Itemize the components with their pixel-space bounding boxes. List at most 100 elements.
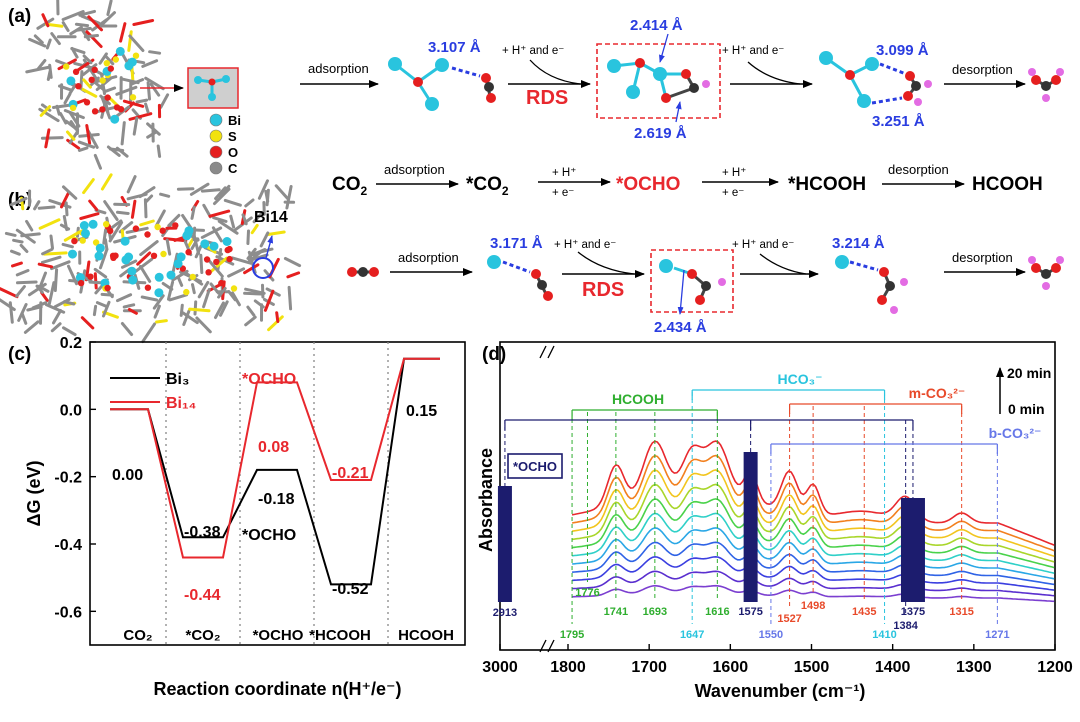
bi3-value-label: 0.15 — [406, 403, 437, 420]
x-tick-label: 1500 — [794, 659, 830, 676]
cluster-bond — [289, 287, 291, 309]
cluster-bond — [18, 282, 37, 283]
bi14-value-label: -0.44 — [184, 587, 221, 604]
cluster-bond — [97, 303, 105, 307]
cluster-atom — [96, 244, 105, 253]
row-b-step1-curve — [578, 252, 634, 274]
cluster-bond — [54, 311, 61, 323]
cluster-bond — [145, 200, 146, 217]
cluster-atom — [75, 83, 81, 89]
cluster-atom — [116, 47, 125, 56]
ocho-group-label: *OCHO — [513, 459, 557, 474]
cluster-bond — [84, 180, 94, 193]
cluster-bond — [285, 259, 299, 266]
cluster-bond — [52, 34, 60, 44]
cluster-bond — [118, 295, 131, 301]
cluster-atom — [100, 77, 106, 83]
cluster-bond — [202, 190, 219, 191]
peak-label: 2913 — [493, 607, 517, 619]
mech-ocho: *OCHO — [616, 174, 680, 195]
peak-label: 1741 — [604, 606, 628, 618]
x-tick-label: 1300 — [956, 659, 992, 676]
cluster-bond — [106, 88, 115, 91]
state-label: CO₂ — [123, 627, 152, 644]
peak-label: 1527 — [777, 613, 801, 625]
peak-label: 1776 — [575, 587, 599, 599]
cluster-bond — [85, 36, 97, 37]
cluster-atom — [80, 237, 86, 243]
cluster-bond — [248, 231, 249, 244]
legend-atom-s — [210, 130, 222, 142]
cluster-atom — [226, 246, 232, 252]
cluster-bond — [81, 214, 98, 219]
y-axis-label: Absorbance — [476, 448, 496, 552]
bi3-value-label: 0.00 — [112, 467, 143, 484]
cluster-atom — [218, 280, 224, 286]
cluster-bond — [122, 324, 131, 335]
cluster-bond — [156, 211, 164, 226]
cluster-bond — [204, 290, 210, 307]
cluster-atom — [103, 221, 109, 227]
cluster-bond — [65, 94, 70, 103]
cluster-atom — [172, 222, 178, 228]
cluster-bond — [105, 240, 107, 250]
cluster-bond — [118, 212, 129, 213]
cluster-bond — [150, 52, 160, 54]
row-b-reactant-co2 — [347, 267, 379, 277]
mech-star-hcooh: *HCOOH — [788, 174, 866, 195]
legend-label-s: S — [228, 129, 237, 144]
cluster-atom — [66, 76, 75, 85]
legend-atom-o — [210, 146, 222, 158]
cluster-bond — [39, 207, 54, 208]
cluster-atom — [226, 256, 232, 262]
ocho-black-annotation: *OCHO — [242, 527, 296, 544]
row-a-distance-4: 3.099 Å — [876, 42, 929, 59]
cluster-atom — [128, 276, 137, 285]
peak-label: 1693 — [643, 606, 667, 618]
row-b-desorption-label: desorption — [952, 250, 1013, 265]
cluster-bond — [277, 313, 278, 322]
cluster-bond — [22, 234, 40, 236]
bi3-value-label: -0.52 — [332, 581, 369, 598]
bi14-label: Bi14 — [254, 209, 288, 226]
cluster-atom — [124, 253, 133, 262]
cluster-atom — [223, 237, 232, 246]
row-b-product-hcooh — [1028, 256, 1064, 290]
peak-label: 1616 — [705, 606, 729, 618]
cluster-bond — [194, 228, 195, 240]
row-a-distance-1: 3.107 Å — [428, 39, 481, 56]
cluster-bond — [63, 244, 72, 246]
cluster-bond — [122, 123, 124, 144]
cluster-bond — [55, 270, 56, 291]
row-a-step1-label: + H⁺ and e⁻ — [502, 45, 564, 57]
row-b-adsorption-label: adsorption — [398, 250, 459, 265]
row-a-distance-5: 3.251 Å — [872, 113, 925, 130]
cluster-bond — [68, 132, 74, 139]
legend-atom-c — [210, 162, 222, 174]
cluster-atom — [183, 289, 189, 295]
cluster-bond — [76, 24, 87, 25]
cluster-atom — [184, 229, 193, 238]
cluster-bond — [197, 318, 210, 332]
cluster-bond — [210, 211, 229, 216]
state-label: *CO₂ — [185, 627, 220, 644]
mco3-label: m-CO₃²⁻ — [909, 385, 966, 401]
axis-break — [548, 346, 554, 358]
cluster-bond — [141, 221, 154, 225]
mech-star-co2: *CO2 — [466, 174, 509, 198]
cluster-bond — [0, 288, 17, 297]
row-b-intermediate-2 — [659, 259, 726, 305]
cluster-bond — [13, 263, 22, 266]
cluster-bond — [48, 72, 50, 80]
cluster-bond — [108, 1, 111, 15]
cluster-bond — [143, 324, 155, 342]
cluster-bond — [66, 203, 67, 215]
row-b-distance-1: 3.171 Å — [490, 235, 543, 252]
cluster-atom — [70, 105, 76, 111]
cluster-bond — [231, 216, 234, 227]
cluster-atom — [213, 259, 219, 265]
cluster-bond — [82, 318, 93, 328]
row-b-distance-2-pointer — [680, 270, 684, 314]
cluster-atom — [112, 253, 118, 259]
